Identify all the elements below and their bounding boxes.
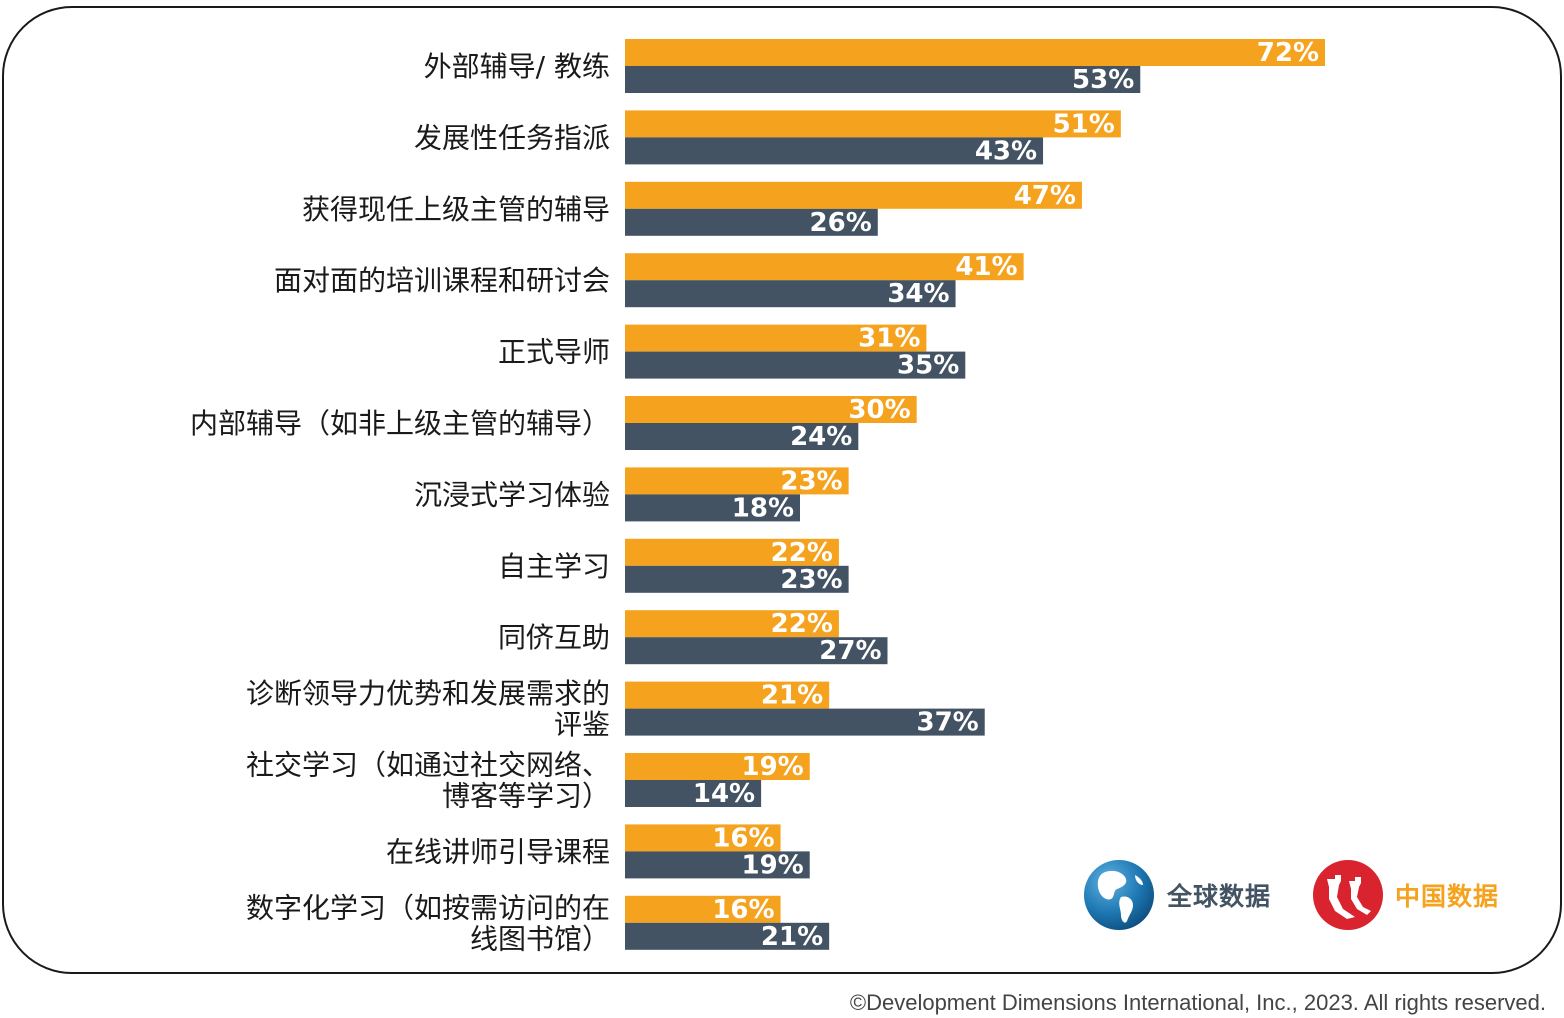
data-label-global: 14%	[693, 779, 755, 809]
category-label: 发展性任务指派	[414, 121, 610, 154]
bar-china	[625, 324, 927, 352]
category-label: 社交学习（如通过社交网络、	[246, 749, 610, 782]
bar-china	[625, 110, 1121, 138]
copyright-notice: ©Development Dimensions International, I…	[849, 990, 1546, 1015]
legend-global-label: 全球数据	[1167, 882, 1272, 911]
bar-global	[625, 922, 830, 950]
bar-global	[625, 851, 810, 879]
legend-china: 中国数据	[1313, 859, 1499, 931]
bar-global	[625, 280, 956, 308]
data-label-china: 16%	[712, 823, 774, 853]
bar-china	[625, 181, 1082, 209]
data-label-global: 35%	[897, 351, 959, 381]
category-label: 内部辅导（如非上级主管的辅导）	[190, 407, 610, 440]
data-label-global: 21%	[761, 922, 823, 952]
category-label: 诊断领导力优势和发展需求的	[246, 677, 610, 710]
great-wall-icon	[1313, 860, 1383, 930]
bar-global	[625, 351, 966, 379]
data-label-global: 37%	[916, 708, 978, 738]
bar-china	[625, 895, 781, 923]
bar-global	[625, 637, 888, 665]
data-label-global: 19%	[741, 850, 803, 880]
category-label: 数字化学习（如按需访问的在	[246, 891, 610, 924]
category-label: 外部辅导/ 教练	[424, 50, 610, 83]
data-label-china: 22%	[771, 538, 833, 568]
data-label-global: 26%	[810, 208, 872, 238]
category-label: 面对面的培训课程和研讨会	[274, 264, 610, 297]
bar-global	[625, 780, 762, 807]
data-label-china: 21%	[761, 681, 823, 711]
bar-china	[625, 467, 849, 495]
data-label-china: 22%	[771, 609, 833, 639]
bar-global	[625, 66, 1141, 93]
data-label-china: 41%	[955, 252, 1017, 282]
bar-global	[625, 137, 1044, 165]
data-label-global: 53%	[1072, 65, 1134, 95]
category-label: 正式导师	[498, 336, 610, 369]
bar-global	[625, 708, 985, 736]
bar-china	[625, 610, 839, 638]
legend-china-label: 中国数据	[1395, 882, 1500, 911]
data-label-china: 23%	[780, 466, 842, 496]
data-label-global: 27%	[819, 636, 881, 666]
data-label-china: 16%	[712, 895, 774, 925]
category-label: 评鉴	[554, 708, 610, 741]
category-label: 获得现任上级主管的辅导	[302, 193, 610, 226]
bar-china	[625, 681, 830, 709]
data-label-global: 34%	[887, 279, 949, 309]
data-label-global: 24%	[790, 422, 852, 452]
data-label-china: 51%	[1053, 109, 1115, 139]
category-label: 自主学习	[498, 550, 610, 583]
data-label-global: 18%	[732, 493, 794, 523]
legend-global: 全球数据	[1083, 859, 1271, 931]
data-label-china: 47%	[1014, 181, 1076, 211]
data-label-china: 19%	[741, 752, 803, 782]
bar-china	[625, 753, 810, 780]
category-label: 线图书馆）	[470, 922, 610, 955]
bar-china	[625, 253, 1024, 281]
bar-china	[625, 396, 917, 423]
globe-icon	[1084, 860, 1154, 930]
bar-china	[625, 538, 839, 566]
category-label: 在线讲师引导课程	[386, 835, 610, 868]
data-label-global: 43%	[975, 136, 1037, 166]
category-label: 同侪互助	[498, 621, 610, 654]
bar-china	[625, 39, 1325, 66]
data-label-china: 31%	[858, 324, 920, 354]
category-label: 沉浸式学习体验	[414, 478, 610, 511]
bar-global	[625, 494, 800, 522]
data-label-china: 30%	[848, 395, 910, 425]
bar-global	[625, 423, 859, 450]
category-label: 博客等学习）	[442, 780, 610, 813]
bar-global	[625, 208, 878, 236]
data-label-global: 23%	[780, 565, 842, 595]
data-label-china: 72%	[1257, 38, 1319, 68]
bar-china	[625, 824, 781, 852]
bar-global	[625, 565, 849, 593]
